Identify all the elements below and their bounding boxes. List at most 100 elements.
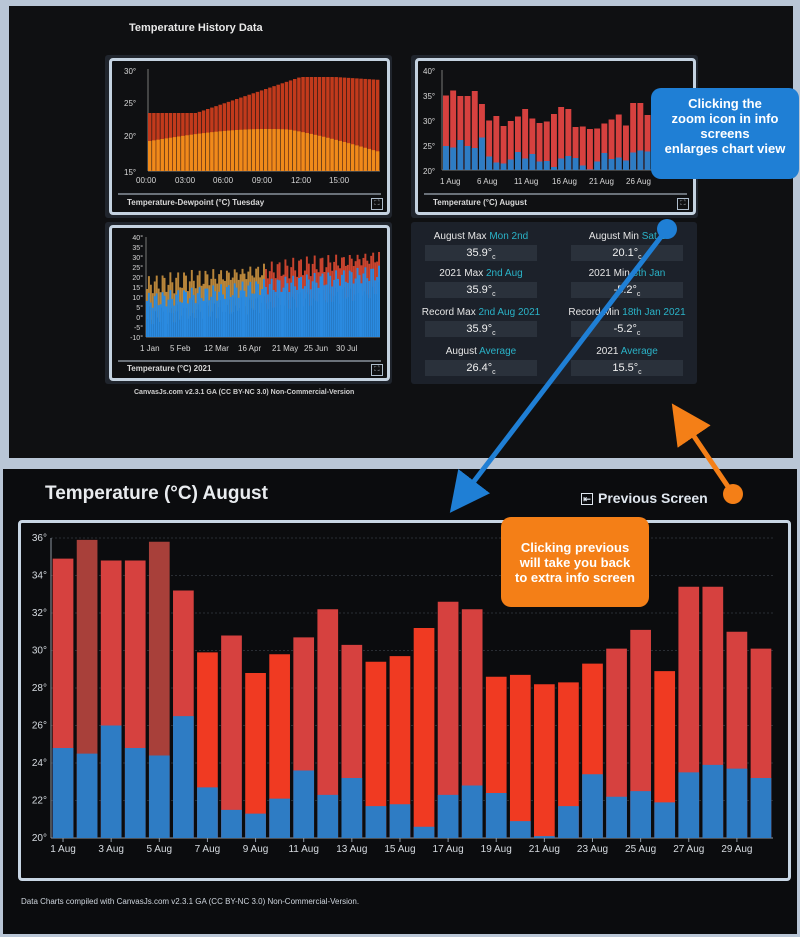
mini-avg-bar xyxy=(282,287,285,337)
mini-range-bar xyxy=(333,261,336,296)
main-chart-frame: 20° 22° 24° 26° 28° 30° 32° 34° 36° 1 Aug 3 Aug 5 … xyxy=(18,520,791,881)
max-temp-bar xyxy=(245,673,266,838)
mini-max-bar xyxy=(507,121,514,170)
stat-label: Record Max xyxy=(421,307,476,318)
mini-temp-bar xyxy=(371,79,376,171)
mini-avg-bar xyxy=(317,287,320,337)
stat-unit: c xyxy=(492,369,496,377)
stat-number: -5.2° xyxy=(613,284,637,296)
mini-avg-bar xyxy=(183,290,185,337)
info-screen-title: Temperature History Data xyxy=(129,22,263,34)
mini-dew-bar xyxy=(193,134,198,171)
mini-dew-bar xyxy=(185,135,189,171)
mini-temp-bar xyxy=(355,78,359,171)
mini-avg-bar xyxy=(151,307,154,337)
credit-text: CanvasJs.com v2.3.1 GA (CC BY-NC 3.0) No… xyxy=(134,389,355,396)
mini-avg-bar xyxy=(255,281,258,337)
month-y-tick: 35° xyxy=(423,92,435,101)
mini-avg-bar xyxy=(159,304,162,337)
zoom-icon[interactable]: ⛶ xyxy=(371,364,383,376)
stat-number: 20.1° xyxy=(612,247,639,259)
mini-min-bar xyxy=(623,160,629,170)
mini-range-bar xyxy=(167,284,170,313)
mini-min-bar xyxy=(558,158,565,170)
mini-min-bar xyxy=(457,140,464,170)
mini-temp-bar xyxy=(276,84,280,171)
mini-max-bar xyxy=(601,123,608,170)
previous-callout: Clicking previous will take you back to … xyxy=(501,517,649,607)
mini-temp-bar xyxy=(330,77,334,171)
mini-avg-bar xyxy=(276,279,279,337)
tile-month: 40° 35° 30° 25° 20° 1 Aug 6 Aug 11 Aug 1… xyxy=(411,55,698,218)
stat-number: 35.9° xyxy=(466,323,493,335)
mini-avg-bar xyxy=(231,295,234,337)
mini-min-bar xyxy=(522,158,529,170)
mini-avg-bar xyxy=(321,273,324,337)
x-tick-label: 5 Aug xyxy=(147,844,173,855)
stat-number: 26.4° xyxy=(466,362,493,374)
y-tick-label: 30° xyxy=(32,646,47,657)
stat-value: 26.4°c xyxy=(425,360,537,376)
mini-avg-bar xyxy=(224,298,226,337)
main-chart-bars xyxy=(52,539,772,838)
mini-avg-bar xyxy=(325,284,328,337)
min-temp-bar xyxy=(702,764,724,838)
x-tick-label: 17 Aug xyxy=(433,844,464,855)
mini-avg-bar xyxy=(233,283,236,337)
mini-min-bar xyxy=(507,159,514,170)
month-y-tick: 40° xyxy=(423,67,435,76)
stat-value: -5.2°c xyxy=(571,282,683,298)
mini-dew-bar xyxy=(168,137,173,171)
mini-avg-bar xyxy=(245,296,248,337)
mini-range-bar xyxy=(210,278,213,312)
mini-dew-bar xyxy=(284,129,289,171)
previous-screen-button[interactable]: ⇤ Previous Screen xyxy=(581,490,708,506)
mini-avg-bar xyxy=(235,287,238,337)
mini-max-bar xyxy=(587,129,593,170)
stat-value: 15.5°c xyxy=(571,360,683,376)
mini-avg-bar xyxy=(337,278,340,337)
mini-dew-bar xyxy=(375,151,380,171)
day-x-tick: 03:00 xyxy=(175,176,196,185)
mini-avg-bar xyxy=(157,305,160,337)
year-y-tick: -5° xyxy=(134,324,143,332)
x-tick-label: 29 Aug xyxy=(721,844,752,855)
mini-avg-bar xyxy=(261,289,263,337)
max-temp-bar xyxy=(389,656,411,838)
mini-range-bar xyxy=(149,284,152,320)
max-temp-bar xyxy=(606,648,627,838)
mini-avg-bar xyxy=(225,287,228,337)
tile-day: 30° 25° 20° 15° 00:00 03:00 06:00 09:00 … xyxy=(105,55,392,218)
mini-avg-bar xyxy=(181,302,184,337)
min-temp-bar xyxy=(124,748,146,838)
zoom-icon[interactable]: ⛶ xyxy=(677,198,689,210)
mini-temp-bar xyxy=(301,77,305,171)
mini-avg-bar xyxy=(161,292,164,337)
mini-dew-bar xyxy=(359,146,363,171)
tile-year: 40° 35° 30° 25° 20° 15° 10° 5° 0° -5° -10° 1 Jan 5… xyxy=(105,222,392,384)
mini-avg-bar xyxy=(270,278,273,337)
stat-unit: c xyxy=(492,291,496,299)
mini-avg-bar xyxy=(300,276,302,337)
stat-highlight: Average xyxy=(620,346,658,357)
mini-dew-bar xyxy=(251,129,256,171)
mini-avg-bar xyxy=(366,278,369,337)
min-temp-bar xyxy=(654,802,676,838)
stat-label: 2021 Max xyxy=(439,268,484,279)
mini-dew-bar xyxy=(268,129,272,171)
month-x-tick: 11 Aug xyxy=(514,177,538,186)
mini-min-bar xyxy=(565,156,572,170)
max-temp-bar xyxy=(509,674,531,838)
mini-avg-bar xyxy=(339,285,341,337)
mini-min-bar xyxy=(486,156,493,170)
tile-month-caption: Temperature (°C) August xyxy=(433,198,527,207)
mini-avg-bar xyxy=(323,285,326,337)
mini-max-bar xyxy=(572,127,579,170)
mini-avg-bar xyxy=(177,290,180,337)
mini-dew-bar xyxy=(363,147,367,171)
zoom-icon[interactable]: ⛶ xyxy=(371,198,383,210)
mini-min-bar xyxy=(529,154,536,170)
year-y-tick: 0° xyxy=(136,314,143,322)
year-x-tick: 30 Jul xyxy=(336,344,358,353)
callout-line: will take you back xyxy=(519,555,631,570)
